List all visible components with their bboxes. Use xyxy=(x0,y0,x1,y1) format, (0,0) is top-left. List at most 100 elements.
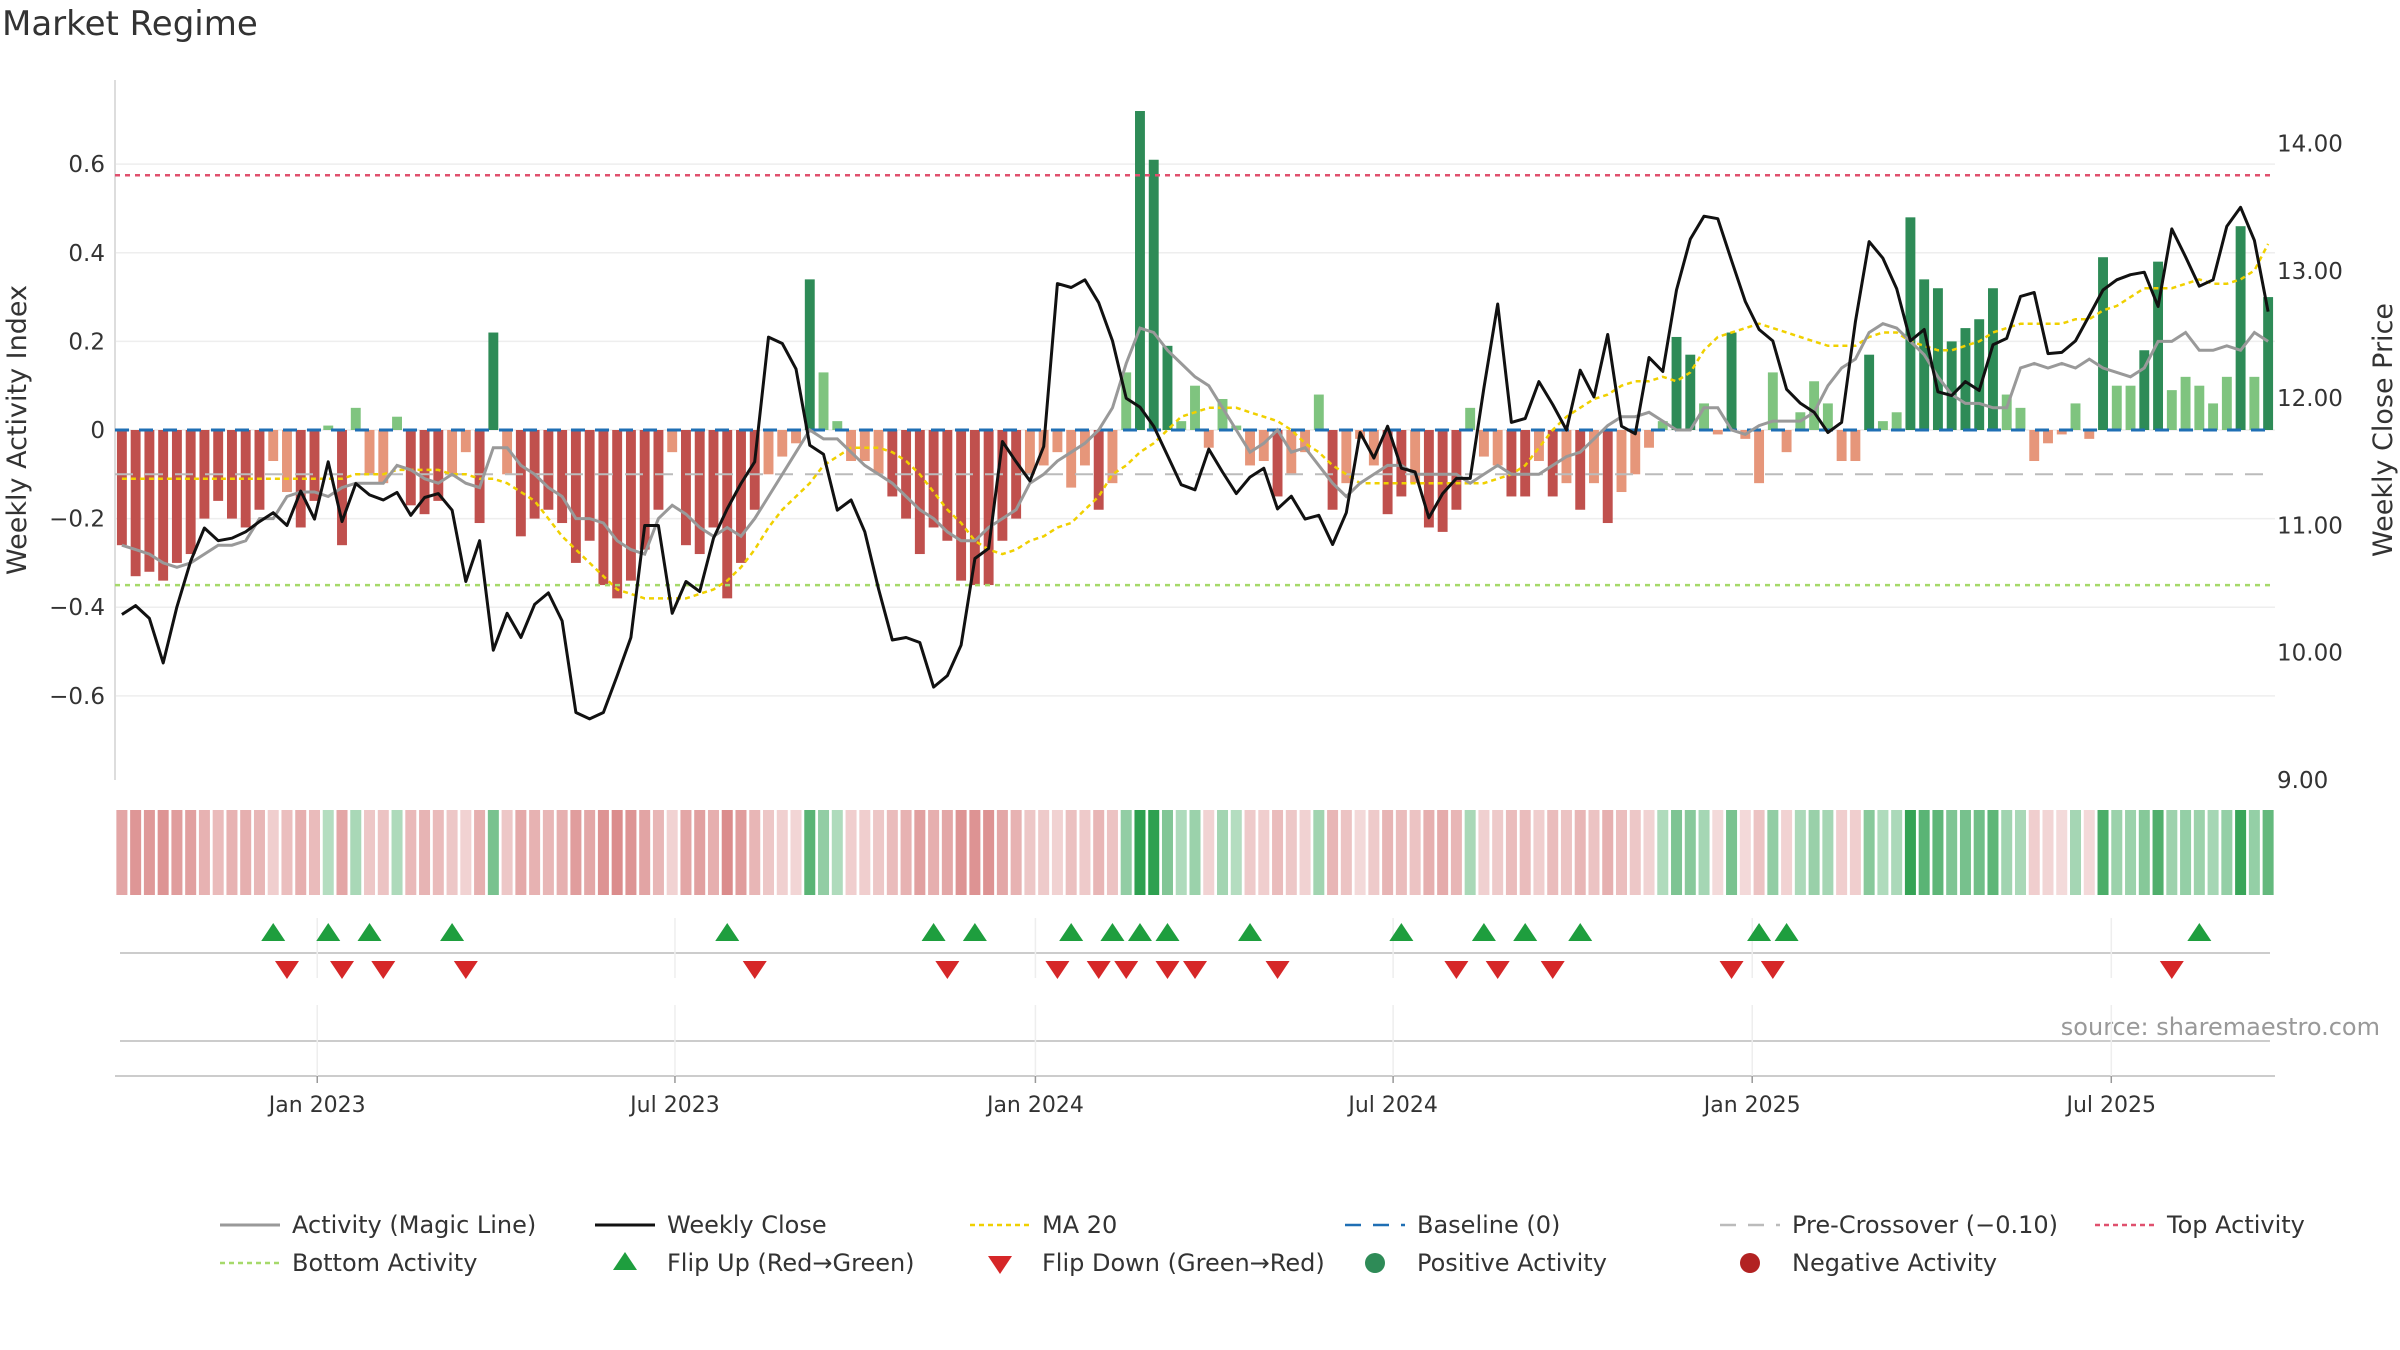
flip-up-marker xyxy=(1747,923,1772,941)
regime-cell xyxy=(212,810,224,895)
regime-cell xyxy=(1093,810,1105,895)
activity-bar xyxy=(2139,350,2150,430)
regime-cell xyxy=(198,810,210,895)
regime-cell xyxy=(405,810,417,895)
activity-bar xyxy=(1589,430,1599,484)
regime-cell xyxy=(1808,810,1820,895)
regime-cell xyxy=(1781,810,1793,895)
legend-item-label: Baseline (0) xyxy=(1417,1211,1560,1239)
regime-cell xyxy=(391,810,403,895)
regime-cell xyxy=(2193,810,2205,895)
weekly-close-line xyxy=(121,205,2270,721)
activity-bar xyxy=(350,407,361,430)
legend-item-swatch xyxy=(1740,1253,1760,1273)
regime-cell xyxy=(1299,810,1311,895)
regime-cell xyxy=(460,810,472,895)
regime-cell xyxy=(1643,810,1655,895)
flip-down-marker xyxy=(935,961,960,979)
flip-down-marker xyxy=(1540,961,1565,979)
regime-cell xyxy=(350,810,362,895)
activity-bar xyxy=(749,430,760,510)
regime-cell xyxy=(652,810,664,895)
activity-bar xyxy=(942,430,953,541)
activity-bar xyxy=(2221,376,2232,430)
regime-cell xyxy=(845,810,857,895)
regime-cell xyxy=(308,810,320,895)
y-tick-label: 0.4 xyxy=(68,241,105,267)
flip-markers: Jan 2023 Jul 2023 Jan 2024 Jul 2024 Jan 2025… xyxy=(115,918,2275,1118)
regime-cell xyxy=(639,810,651,895)
activity-bar xyxy=(681,430,691,546)
activity-bar xyxy=(1451,430,1462,510)
regime-cell xyxy=(721,810,733,895)
regime-cell xyxy=(515,810,527,895)
regime-cell xyxy=(1574,810,1586,895)
regime-cell xyxy=(1671,810,1683,895)
regime-cell xyxy=(1588,810,1600,895)
flip-down-marker xyxy=(1155,961,1180,979)
activity-bar xyxy=(392,416,402,430)
regime-cell xyxy=(2235,810,2247,895)
regime-cell xyxy=(2262,810,2274,895)
regime-cell xyxy=(1560,810,1572,895)
activity-bar xyxy=(859,430,870,462)
activity-bar xyxy=(405,430,416,506)
regime-cell xyxy=(804,810,816,895)
regime-cell xyxy=(2056,810,2068,895)
regime-cell xyxy=(501,810,513,895)
activity-bar xyxy=(2263,297,2274,430)
activity-bar xyxy=(928,430,939,528)
flip-down-marker xyxy=(1045,961,1070,979)
activity-bar xyxy=(1547,430,1558,497)
regime-cell xyxy=(597,810,609,895)
legend-item-label: Positive Activity xyxy=(1417,1249,1607,1277)
regime-cell xyxy=(1395,810,1407,895)
regime-cell xyxy=(1739,810,1751,895)
regime-cell xyxy=(1120,810,1132,895)
regime-cell xyxy=(1987,810,1999,895)
x-tick-label: Jul 2024 xyxy=(1346,1093,1438,1118)
regime-cell xyxy=(2097,810,2109,895)
regime-cell xyxy=(1217,810,1229,895)
flip-down-marker xyxy=(371,961,396,979)
activity-bar xyxy=(1932,288,1943,430)
activity-bar xyxy=(2249,376,2260,430)
regime-cell xyxy=(776,810,788,895)
regime-cell xyxy=(1134,810,1146,895)
regime-cell xyxy=(928,810,940,895)
regime-cell xyxy=(1175,810,1187,895)
activity-bar xyxy=(378,430,389,484)
regime-cell xyxy=(116,810,128,895)
activity-bar xyxy=(2153,261,2164,430)
regime-cell xyxy=(996,810,1008,895)
activity-bar xyxy=(708,430,719,528)
activity-bar xyxy=(1822,403,1833,430)
regime-cell xyxy=(377,810,389,895)
activity-bar xyxy=(474,430,485,524)
regime-cell xyxy=(1024,810,1036,895)
activity-bar xyxy=(997,430,1008,541)
regime-cell xyxy=(707,810,719,895)
activity-bar xyxy=(639,430,650,550)
regime-cell xyxy=(2207,810,2219,895)
regime-cell xyxy=(1519,810,1531,895)
activity-bar xyxy=(1327,430,1338,510)
activity-bar xyxy=(1671,336,1682,430)
flip-up-marker xyxy=(440,923,465,941)
regime-cell xyxy=(1904,810,1916,895)
activity-bar xyxy=(158,430,169,581)
regime-cell xyxy=(2248,810,2260,895)
y-tick-label: −0.4 xyxy=(49,595,105,621)
flip-down-marker xyxy=(1719,961,1744,979)
regime-cell xyxy=(1918,810,1930,895)
regime-cell xyxy=(267,810,279,895)
activity-bar xyxy=(323,425,334,430)
activity-bar xyxy=(887,430,898,497)
activity-bar xyxy=(1974,319,1985,430)
activity-bar xyxy=(667,430,678,453)
activity-bar xyxy=(804,279,815,430)
activity-bar xyxy=(1836,430,1847,462)
regime-cell xyxy=(1753,810,1765,895)
regime-cell xyxy=(336,810,348,895)
activity-bar xyxy=(1121,372,1132,430)
